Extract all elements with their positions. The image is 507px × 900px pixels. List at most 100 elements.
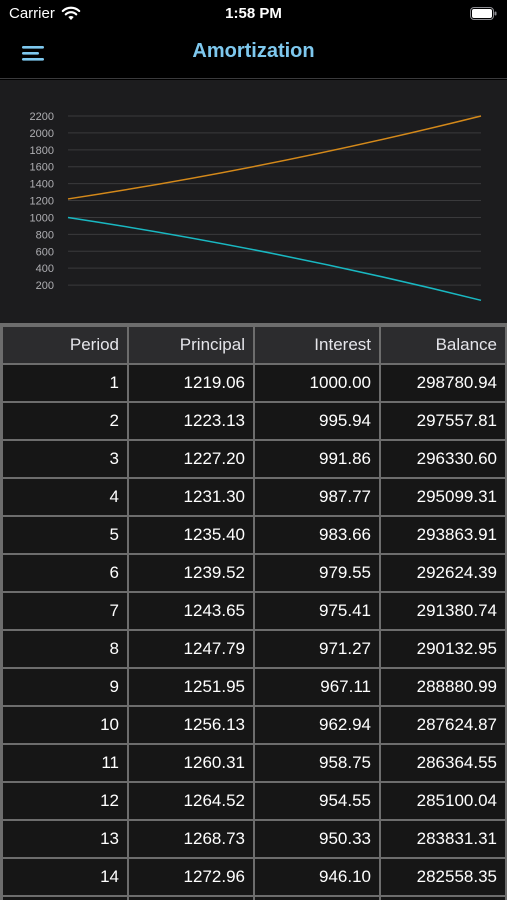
cell-balance: 287624.87 [381,707,505,743]
cell-balance: 286364.55 [381,745,505,781]
table-row: 13 1268.73 950.33 283831.31 [3,821,505,857]
cell-period: 13 [3,821,127,857]
cell-balance: 298780.94 [381,365,505,401]
cell-balance: 293863.91 [381,517,505,553]
table-row: 14 1272.96 946.10 282558.35 [3,859,505,895]
page-title: Amortization [192,40,315,62]
amortization-chart: 2200 2000 1800 1600 1400 1200 1000 800 600 400 200 [0,80,507,323]
y-tick-label: 1200 [30,196,54,208]
table-row: 15 [3,897,505,900]
cell-balance: 291380.74 [381,593,505,629]
status-bar: Carrier 1:58 PM [0,0,507,30]
y-tick-label: 600 [36,246,54,258]
cell-period: 9 [3,669,127,705]
cell-principal: 1260.31 [129,745,253,781]
cell-balance: 295099.31 [381,479,505,515]
cell-interest: 983.66 [255,517,379,553]
cell-principal: 1235.40 [129,517,253,553]
cell-balance: 282558.35 [381,859,505,895]
cell-interest: 946.10 [255,859,379,895]
table-row: 10 1256.13 962.94 287624.87 [3,707,505,743]
cell-principal [129,897,253,900]
cell-period: 5 [3,517,127,553]
y-tick-label: 2000 [30,128,54,140]
navigation-bar: Amortization [0,30,507,79]
cell-interest: 950.33 [255,821,379,857]
cell-period: 6 [3,555,127,591]
principal-series-line [67,115,482,200]
interest-series-line [67,216,482,302]
cell-balance: 285100.04 [381,783,505,819]
cell-principal: 1243.65 [129,593,253,629]
cell-principal: 1251.95 [129,669,253,705]
cell-principal: 1231.30 [129,479,253,515]
column-header-interest: Interest [255,327,379,363]
y-tick-label: 1000 [30,212,54,224]
cell-principal: 1256.13 [129,707,253,743]
battery-icon [470,7,497,20]
status-time: 1:58 PM [225,5,282,22]
cell-period: 15 [3,897,127,900]
cell-balance: 292624.39 [381,555,505,591]
chart-svg: 2200 2000 1800 1600 1400 1200 1000 800 600 400 200 [30,111,482,302]
cell-period: 7 [3,593,127,629]
y-tick-label: 400 [36,263,54,275]
cell-principal: 1247.79 [129,631,253,667]
cell-period: 1 [3,365,127,401]
table-row: 4 1231.30 987.77 295099.31 [3,479,505,515]
cell-interest: 979.55 [255,555,379,591]
hamburger-menu-icon[interactable] [18,40,48,66]
carrier-label: Carrier [9,5,55,22]
cell-interest: 958.75 [255,745,379,781]
cell-period: 4 [3,479,127,515]
cell-interest: 975.41 [255,593,379,629]
cell-period: 14 [3,859,127,895]
cell-balance: 290132.95 [381,631,505,667]
table-row: 3 1227.20 991.86 296330.60 [3,441,505,477]
y-tick-label: 200 [36,280,54,292]
table-row: 5 1235.40 983.66 293863.91 [3,517,505,553]
cell-interest: 967.11 [255,669,379,705]
cell-principal: 1268.73 [129,821,253,857]
y-tick-label: 1400 [30,179,54,191]
cell-period: 8 [3,631,127,667]
table-row: 7 1243.65 975.41 291380.74 [3,593,505,629]
cell-period: 10 [3,707,127,743]
cell-interest: 954.55 [255,783,379,819]
y-tick-label: 800 [36,229,54,241]
wifi-icon [61,6,81,20]
cell-balance: 288880.99 [381,669,505,705]
cell-interest: 1000.00 [255,365,379,401]
amortization-table: Period Principal Interest Balance 1 1219.… [1,325,507,900]
y-tick-label: 1800 [30,145,54,157]
cell-principal: 1239.52 [129,555,253,591]
table-row: 9 1251.95 967.11 288880.99 [3,669,505,705]
column-header-balance: Balance [381,327,505,363]
cell-interest: 991.86 [255,441,379,477]
table-row: 8 1247.79 971.27 290132.95 [3,631,505,667]
y-tick-label: 1600 [30,162,54,174]
table-row: 6 1239.52 979.55 292624.39 [3,555,505,591]
cell-balance [381,897,505,900]
cell-balance: 297557.81 [381,403,505,439]
cell-principal: 1219.06 [129,365,253,401]
table-header-row: Period Principal Interest Balance [3,327,505,363]
column-header-period: Period [3,327,127,363]
cell-principal: 1223.13 [129,403,253,439]
column-header-principal: Principal [129,327,253,363]
table-row: 11 1260.31 958.75 286364.55 [3,745,505,781]
cell-period: 2 [3,403,127,439]
table-row: 1 1219.06 1000.00 298780.94 [3,365,505,401]
cell-balance: 283831.31 [381,821,505,857]
cell-principal: 1227.20 [129,441,253,477]
table-row: 12 1264.52 954.55 285100.04 [3,783,505,819]
cell-balance: 296330.60 [381,441,505,477]
cell-principal: 1264.52 [129,783,253,819]
cell-period: 12 [3,783,127,819]
cell-interest: 962.94 [255,707,379,743]
table-row: 2 1223.13 995.94 297557.81 [3,403,505,439]
cell-principal: 1272.96 [129,859,253,895]
y-tick-label: 2200 [30,111,54,123]
cell-period: 3 [3,441,127,477]
amortization-table-container[interactable]: Period Principal Interest Balance 1 1219.… [0,323,507,900]
